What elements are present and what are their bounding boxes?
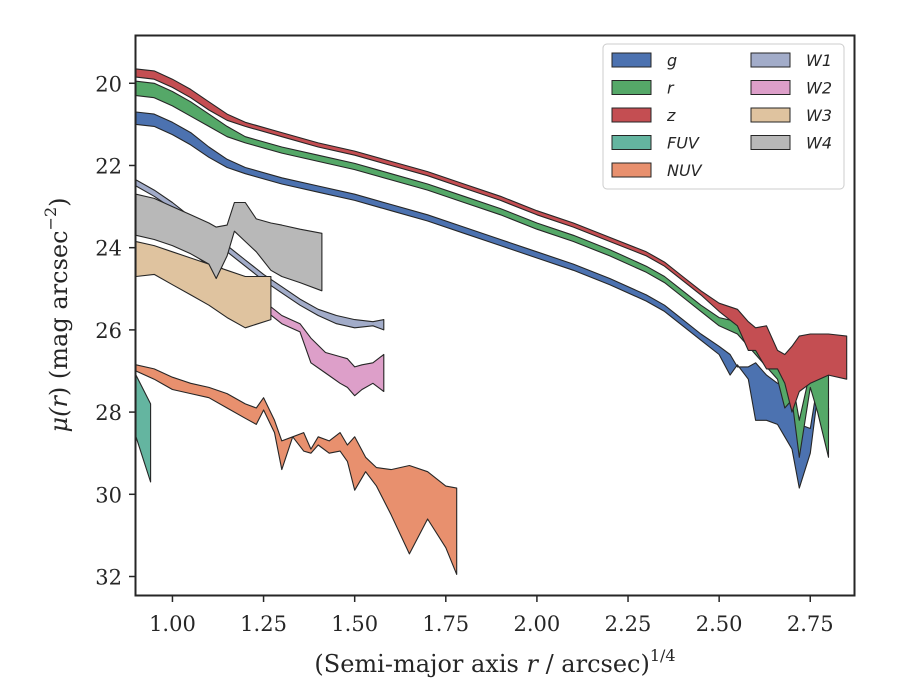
y-tick-label: 26 [95, 319, 122, 343]
y-tick-label: 24 [95, 237, 122, 261]
legend: grz FUV NUV W1 W2 W3 W4 [602, 43, 845, 190]
x-tick-label: 2.00 [514, 612, 561, 636]
band-fuv [136, 374, 152, 483]
legend-label-r: r [667, 79, 675, 98]
x-tick-label: 1.25 [240, 612, 287, 636]
legend-swatch-w3 [750, 107, 791, 123]
legend-swatch-g [611, 52, 652, 68]
y-tick-label: 20 [95, 72, 122, 96]
y-tick-label: 28 [95, 401, 122, 425]
legend-label-w1: W1 [806, 51, 832, 70]
legend-swatch-nuv [611, 162, 652, 178]
y-axis-label: μ(r) (mag arcsec−2) [41, 197, 73, 432]
legend-label-w4: W4 [806, 134, 832, 153]
x-tick-label: 2.75 [787, 612, 834, 636]
legend-label-z: z [666, 106, 676, 125]
x-tick-label: 1.00 [149, 612, 196, 636]
legend-swatch-r [611, 80, 652, 95]
legend-swatch-fuv [611, 135, 652, 150]
x-tick-label: 1.75 [422, 612, 469, 636]
x-tick-label: 2.25 [605, 612, 652, 636]
band-r [136, 80, 830, 458]
legend-label-w3: W3 [806, 106, 832, 125]
legend-label-g: g [667, 51, 677, 70]
band-w4 [136, 193, 323, 292]
legend-swatch-z [611, 107, 652, 123]
legend-swatch-w4 [750, 135, 791, 150]
y-tick-label: 32 [95, 566, 122, 590]
x-tick-label: 1.50 [331, 612, 378, 636]
legend-label-nuv: NUV [667, 161, 703, 180]
legend-swatch-w1 [750, 52, 791, 68]
band-nuv [136, 364, 458, 575]
legend-swatch-w2 [750, 80, 791, 95]
plot-frame [134, 34, 856, 597]
x-tick-label: 2.50 [696, 612, 743, 636]
band-w3 [136, 240, 272, 329]
y-axis: 20 22 24 26 28 30 32 [95, 72, 136, 590]
series-bands [136, 68, 848, 575]
band-z [136, 68, 848, 413]
legend-label-w2: W2 [806, 79, 832, 98]
y-tick-label: 30 [95, 483, 122, 507]
x-axis: 1.00 1.25 1.50 1.75 2.00 2.25 2.50 2.75 [149, 595, 834, 636]
legend-label-fuv: FUV [667, 134, 700, 153]
y-tick-label: 22 [95, 154, 122, 178]
x-axis-label: (Semi-major axis r / arcsec)1/4 [314, 646, 675, 678]
